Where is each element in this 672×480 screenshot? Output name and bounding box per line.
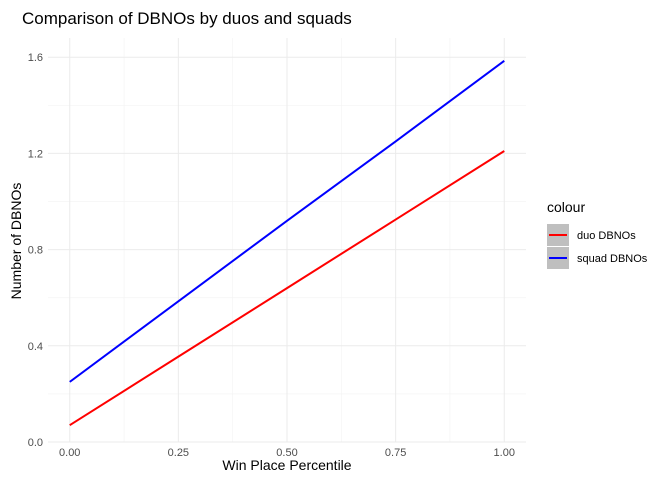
x-tick-label: 0.00 (59, 447, 80, 459)
x-axis-ticks: 0.00 0.25 0.50 0.75 1.00 (59, 447, 515, 459)
x-tick-label: 0.50 (276, 447, 297, 459)
series-line-squad-dbnos (69, 60, 505, 383)
x-tick-label: 1.00 (494, 447, 515, 459)
x-axis-title: Win Place Percentile (222, 457, 351, 473)
legend-label-squad-dbnos: squad DBNOs (577, 253, 648, 265)
x-tick-label: 0.75 (385, 447, 406, 459)
series-line-duo-dbnos (69, 150, 505, 427)
y-tick-label: 0.8 (28, 245, 43, 257)
y-tick-label: 1.6 (28, 52, 43, 64)
y-tick-label: 1.2 (28, 148, 43, 160)
y-tick-label: 0.0 (28, 437, 43, 449)
x-tick-label: 0.25 (168, 447, 189, 459)
y-axis-ticks: 0.0 0.4 0.8 1.2 1.6 (28, 52, 43, 449)
legend: colour duo DBNOs squad DBNOs (547, 199, 648, 269)
chart-title: Comparison of DBNOs by duos and squads (22, 9, 352, 28)
legend-title: colour (547, 199, 585, 215)
legend-label-duo-dbnos: duo DBNOs (577, 230, 636, 242)
grid (48, 38, 526, 443)
y-tick-label: 0.4 (28, 341, 43, 353)
series-lines (69, 60, 505, 427)
y-axis-title: Number of DBNOs (8, 183, 24, 300)
